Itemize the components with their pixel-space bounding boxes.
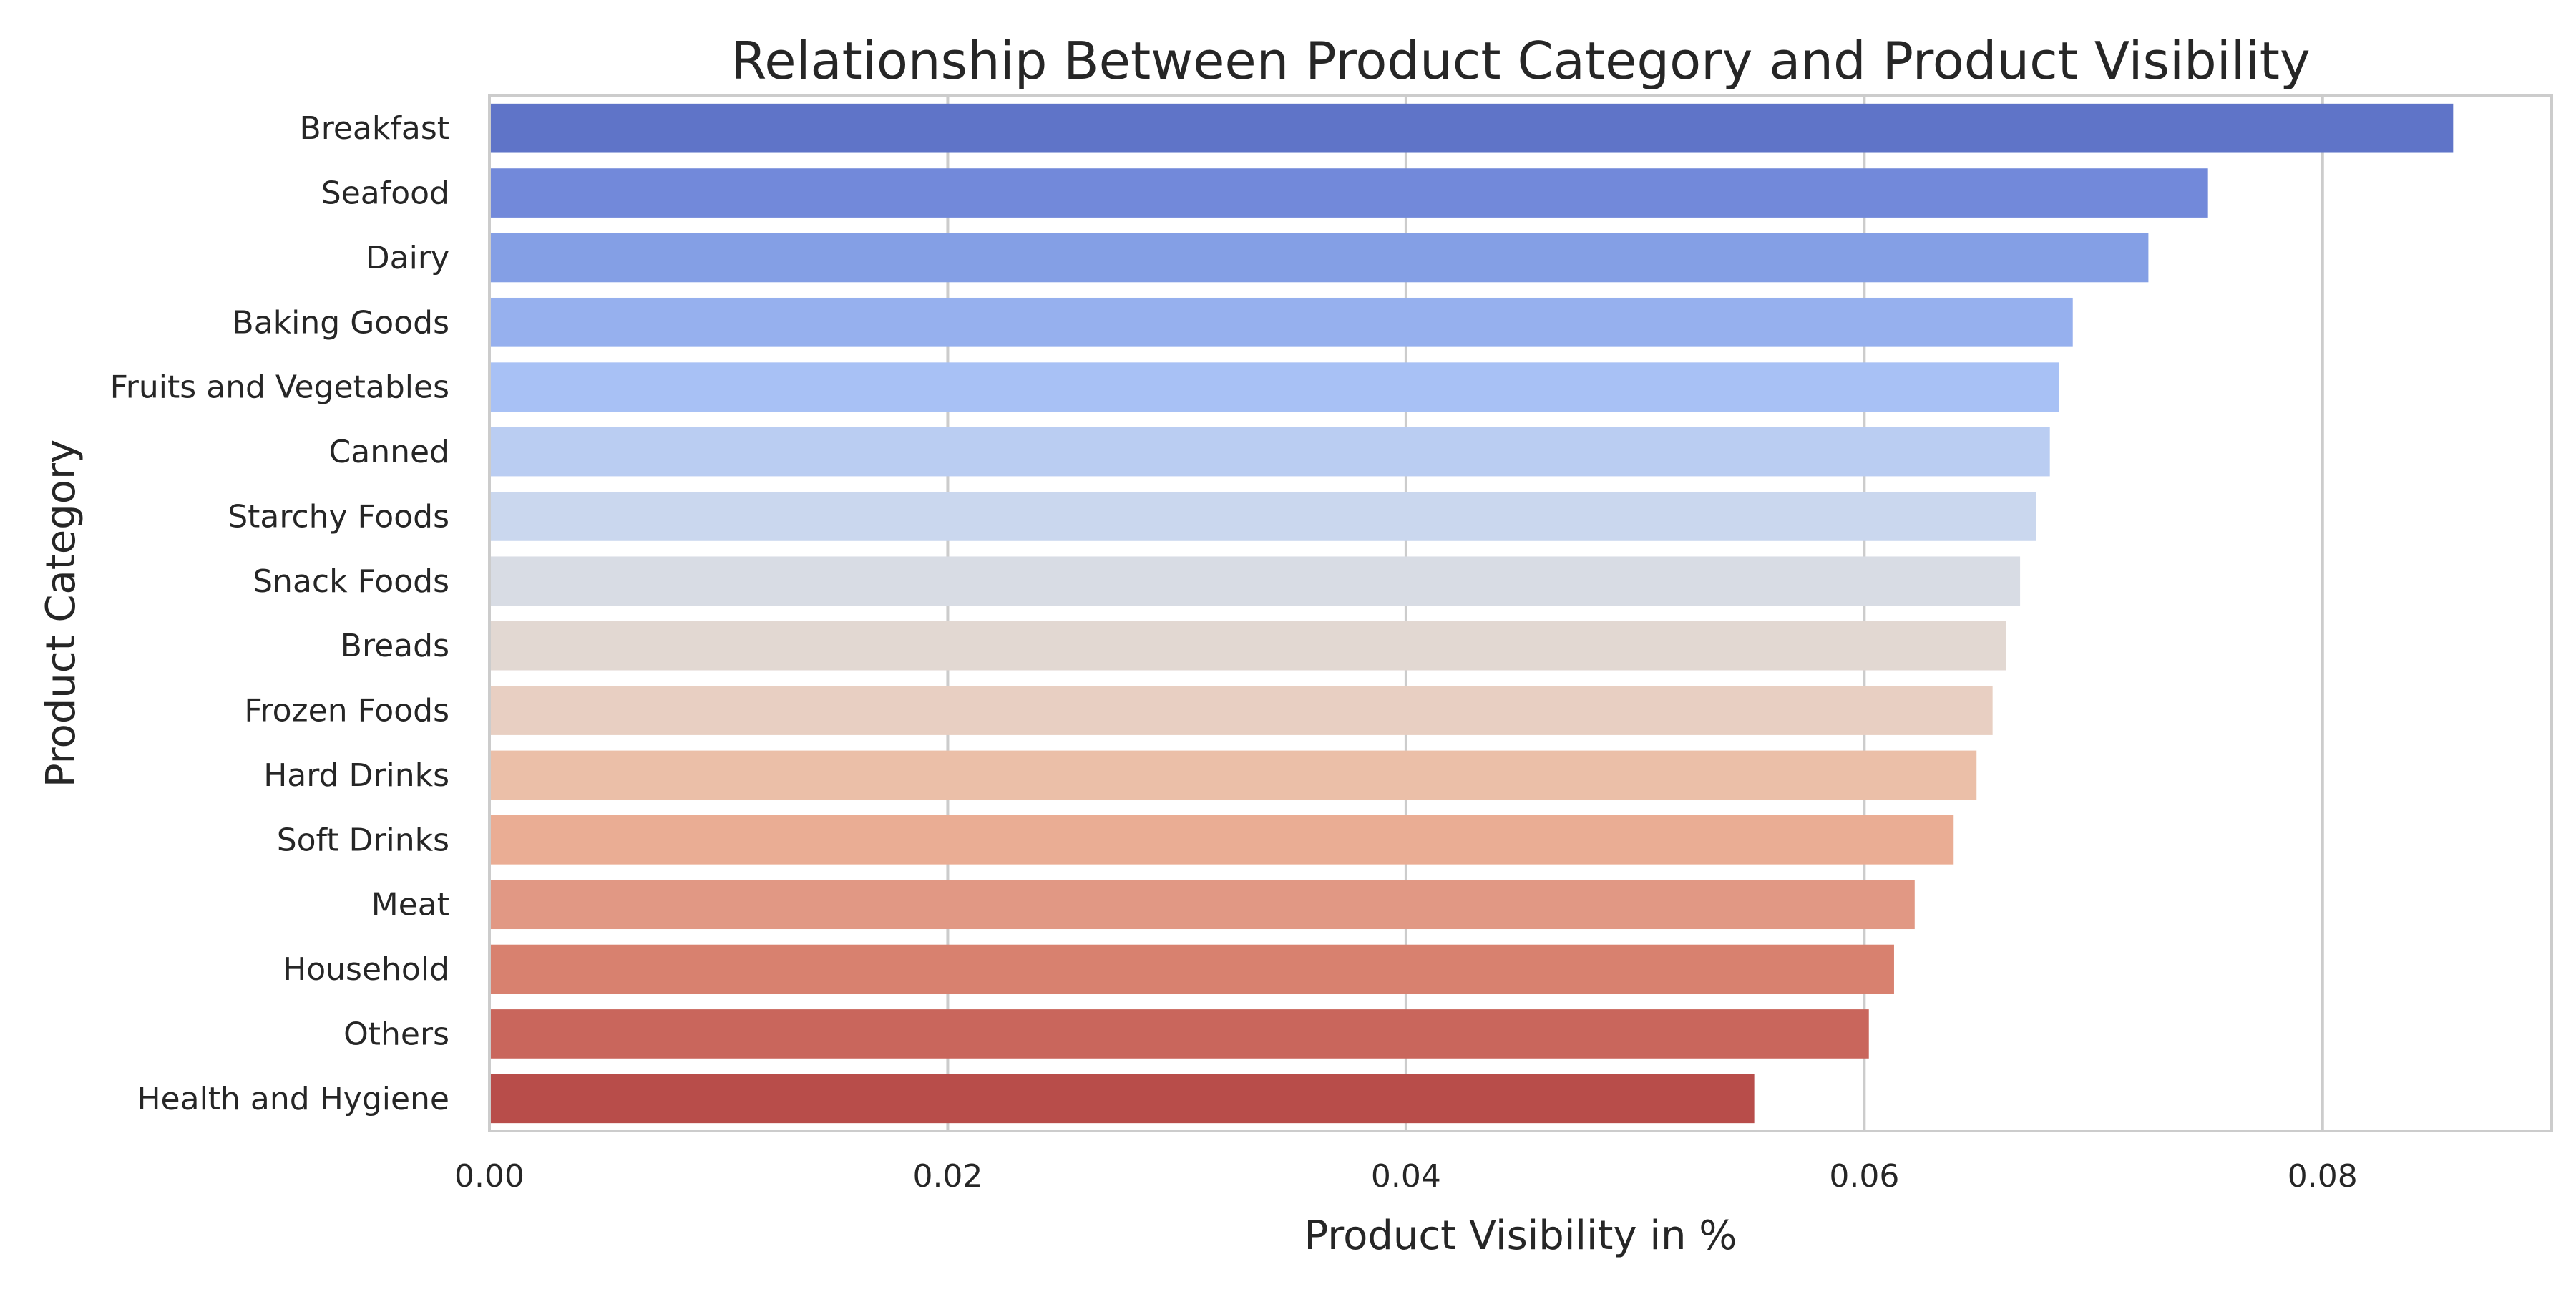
bar	[489, 750, 1977, 800]
y-tick-labels: Breakfast Seafood Dairy Baking Goods Fruits …	[110, 110, 449, 1117]
y-tick-label: Hard Drinks	[263, 757, 449, 794]
y-tick-label: Breads	[341, 628, 449, 664]
bar	[489, 686, 1993, 735]
bar	[489, 492, 2036, 541]
x-tick-label: 0.04	[1371, 1158, 1441, 1195]
bar	[489, 103, 2454, 153]
bar	[489, 815, 1954, 865]
x-tick-label: 0.02	[912, 1158, 982, 1195]
y-tick-label: Health and Hygiene	[137, 1081, 449, 1117]
x-tick-label: 0.08	[2288, 1158, 2358, 1195]
bar	[489, 427, 2050, 477]
x-tick-labels: 0.00 0.02 0.04 0.06 0.08	[454, 1158, 2358, 1195]
bar	[489, 944, 1894, 994]
y-tick-label: Frozen Foods	[244, 693, 449, 729]
bar	[489, 297, 2073, 347]
bars	[489, 103, 2454, 1124]
plot-frame	[488, 94, 2553, 1132]
y-tick-label: Baking Goods	[233, 304, 449, 341]
x-axis-label: Product Visibility in %	[1304, 1213, 1737, 1259]
bar	[489, 233, 2149, 283]
y-tick-label: Seafood	[321, 175, 449, 212]
bar	[489, 1009, 1869, 1059]
bar	[489, 168, 2208, 218]
y-tick-label: Meat	[371, 887, 449, 923]
y-tick-label: Soft Drinks	[277, 822, 449, 858]
y-tick-label: Fruits and Vegetables	[110, 369, 449, 406]
bar	[489, 1074, 1755, 1124]
y-tick-label: Breakfast	[300, 110, 449, 147]
bar	[489, 880, 1915, 930]
bar	[489, 621, 2006, 671]
y-tick-label: Canned	[329, 434, 449, 470]
y-tick-label: Snack Foods	[253, 563, 449, 600]
y-tick-label: Starchy Foods	[228, 498, 449, 535]
y-axis-label: Product Category	[38, 439, 84, 787]
y-tick-label: Household	[283, 951, 449, 988]
x-tick-label: 0.00	[454, 1158, 525, 1195]
chart-title: Relationship Between Product Category an…	[731, 31, 2310, 91]
bar	[489, 362, 2059, 412]
y-tick-label: Others	[343, 1016, 449, 1052]
bar	[489, 556, 2021, 606]
y-tick-label: Dairy	[366, 240, 449, 276]
x-tick-label: 0.06	[1829, 1158, 1899, 1195]
